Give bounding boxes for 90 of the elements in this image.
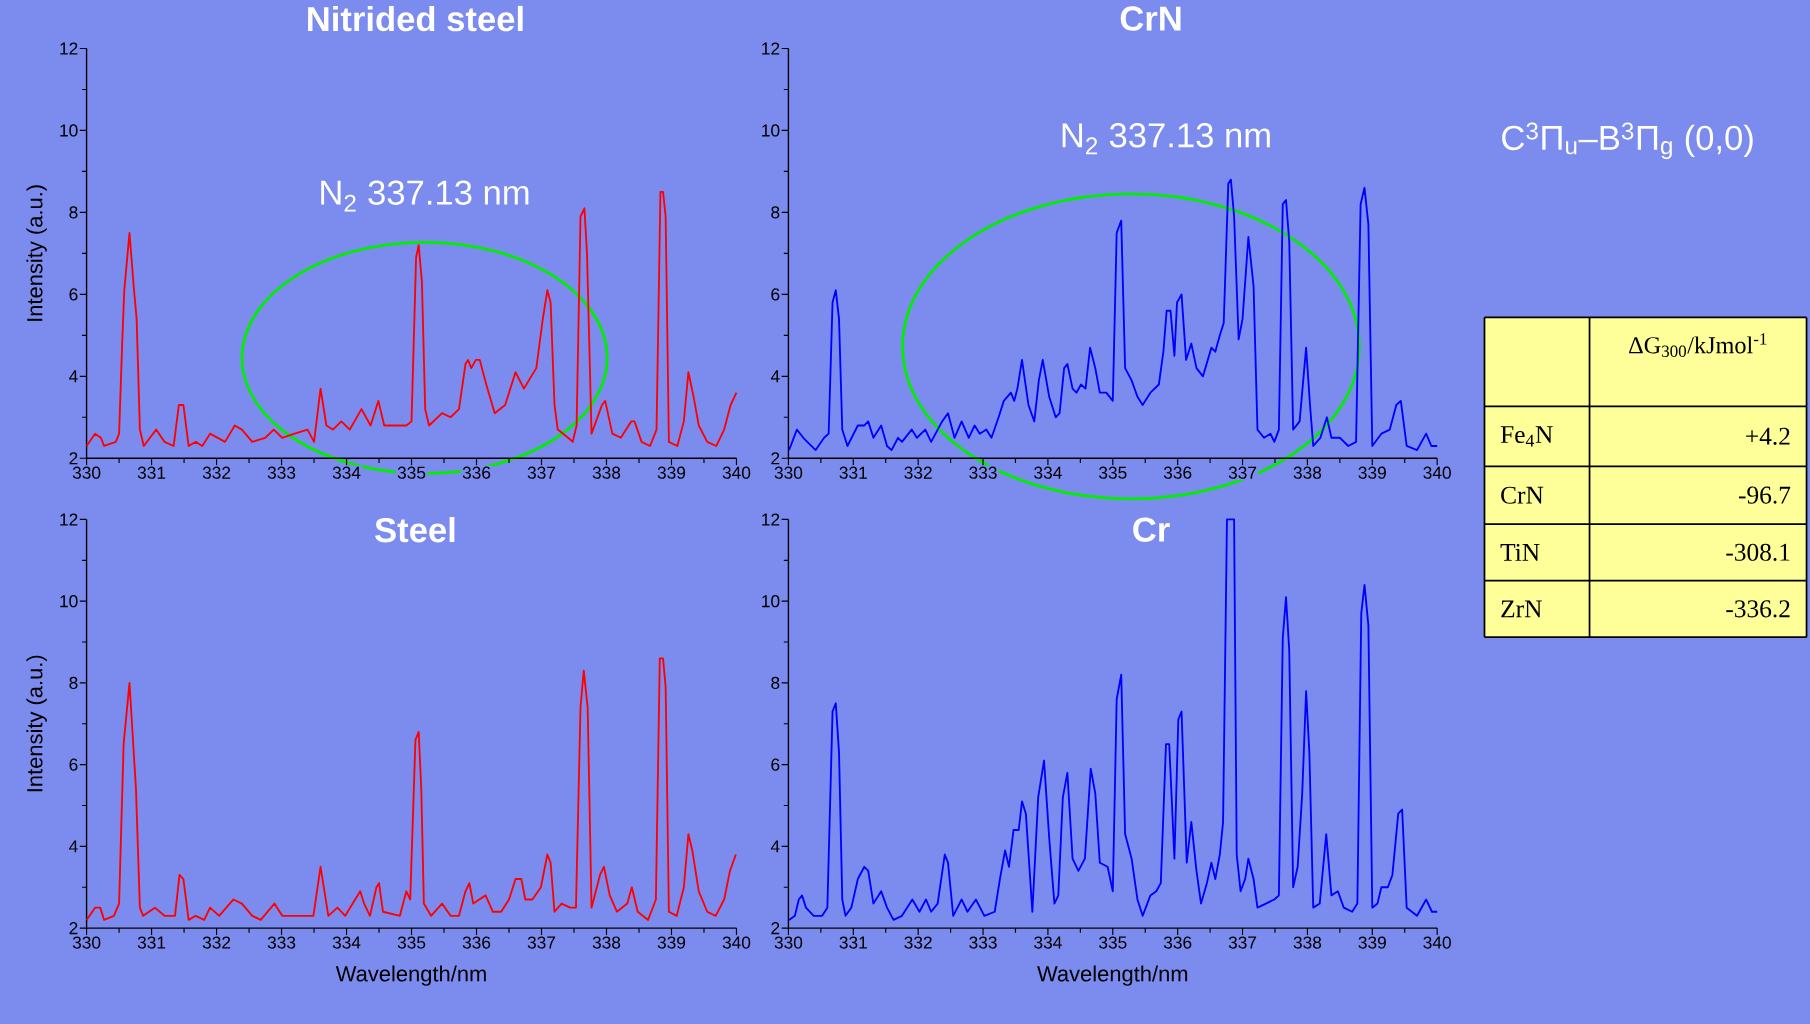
x-tick-label: 334: [332, 466, 361, 479]
x-tick-label: 338: [592, 466, 621, 479]
category-label: TiN: [1500, 543, 1540, 561]
annotation: N$_{2}$ 337.13 nm: [1062, 123, 1270, 155]
x-tick-label: 330: [774, 466, 803, 479]
data-label: -308.1: [1726, 543, 1790, 562]
x-tick-label: 333: [969, 466, 997, 479]
y-tick-label: 8: [771, 676, 780, 690]
y-tick-label: 6: [69, 758, 78, 771]
y-tick-label: 4: [770, 370, 780, 383]
x-tick-label: 332: [202, 466, 231, 479]
chart-title: Steel: [375, 517, 455, 543]
chart-title: C$^{3}$Π$_{u}$–B$^{3}$Π$_{g}$ (0,0): [1502, 122, 1753, 160]
x-tick-label: 337: [527, 466, 556, 479]
y-tick-label: 10: [762, 124, 780, 137]
x-axis-title: Wavelength/nm: [335, 965, 486, 986]
chart-title: CrN: [1120, 6, 1181, 31]
y-tick-label: 4: [770, 840, 780, 853]
x-tick-label: 331: [839, 936, 867, 949]
y-tick-label: 8: [69, 206, 78, 219]
x-tick-label: 340: [1423, 936, 1451, 949]
x-tick-label: 333: [267, 466, 296, 479]
y-tick-label: 12: [762, 513, 780, 526]
x-tick-label: 336: [1163, 466, 1192, 479]
y-tick-label: 2: [771, 922, 780, 935]
annotation: N$_{2}$ 337.13 nm: [321, 180, 529, 212]
x-tick-label: 335: [1099, 936, 1127, 949]
category-label: CrN: [1501, 486, 1544, 504]
x-tick-label: 340: [722, 466, 751, 479]
y-tick-label: 4: [69, 840, 78, 853]
y-tick-label: 6: [69, 288, 78, 301]
data-label: +4.2: [1746, 427, 1790, 445]
y-tick-label: 2: [69, 452, 78, 465]
x-tick-label: 331: [137, 936, 166, 949]
chart-title: Nitrided steel: [308, 5, 523, 32]
x-tick-label: 336: [1163, 936, 1192, 949]
x-tick-label: 333: [267, 936, 296, 949]
series-label: ΔG$_{300}$/kJmol$^{-1}$: [1629, 333, 1767, 358]
x-tick-label: 336: [462, 936, 491, 949]
x-tick-label: 338: [1293, 466, 1322, 479]
y-tick-label: 12: [762, 42, 780, 55]
x-tick-label: 330: [72, 936, 101, 949]
x-tick-label: 334: [1034, 936, 1062, 949]
y-tick-label: 12: [60, 513, 78, 526]
x-tick-label: 330: [774, 936, 803, 949]
y-tick-label: 10: [60, 124, 78, 137]
x-axis-title: Wavelength/nm: [1037, 965, 1188, 986]
x-tick-label: 332: [904, 466, 932, 479]
x-tick-label: 332: [904, 936, 932, 949]
data-label: -336.2: [1726, 600, 1790, 618]
x-tick-label: 333: [969, 936, 997, 949]
category-label: Fe$_{4}$N: [1500, 426, 1553, 447]
x-tick-label: 331: [137, 466, 166, 479]
x-tick-label: 338: [592, 936, 621, 949]
line-series: [788, 178, 1439, 452]
x-tick-label: 334: [1034, 466, 1062, 479]
chart-title: Cr: [1133, 517, 1170, 542]
y-tick-label: 8: [69, 676, 78, 690]
x-tick-label: 335: [397, 936, 426, 949]
x-tick-label: 337: [1228, 466, 1257, 479]
x-tick-label: 330: [72, 466, 101, 479]
y-tick-label: 6: [771, 288, 780, 301]
category-label: ZrN: [1501, 600, 1542, 618]
y-tick-label: 2: [69, 922, 78, 935]
y-tick-label: 10: [762, 595, 780, 608]
x-tick-label: 339: [1358, 936, 1386, 949]
data-label: -96.7: [1738, 486, 1791, 504]
x-tick-label: 340: [722, 936, 751, 949]
y-tick-label: 10: [60, 595, 78, 608]
line-series: [788, 518, 1439, 921]
y-tick-label: 12: [60, 42, 78, 55]
x-tick-label: 340: [1423, 466, 1451, 479]
x-tick-label: 335: [1099, 466, 1127, 479]
y-tick-label: 8: [771, 206, 780, 219]
x-tick-label: 336: [462, 466, 491, 479]
x-tick-label: 337: [527, 936, 556, 949]
y-axis-title: Intensity (a.u.): [26, 185, 47, 321]
x-tick-label: 339: [657, 466, 686, 479]
x-tick-label: 335: [397, 466, 426, 479]
y-axis-title: Intensity (a.u.): [26, 655, 47, 792]
x-tick-label: 339: [657, 936, 686, 949]
x-tick-label: 337: [1228, 936, 1257, 949]
x-tick-label: 331: [839, 466, 867, 479]
x-tick-label: 332: [202, 936, 231, 949]
y-tick-label: 4: [69, 370, 78, 383]
x-tick-label: 334: [332, 936, 361, 949]
x-tick-label: 339: [1358, 466, 1386, 479]
y-tick-label: 6: [771, 758, 780, 771]
x-tick-label: 338: [1293, 936, 1322, 949]
y-tick-label: 2: [771, 452, 780, 465]
